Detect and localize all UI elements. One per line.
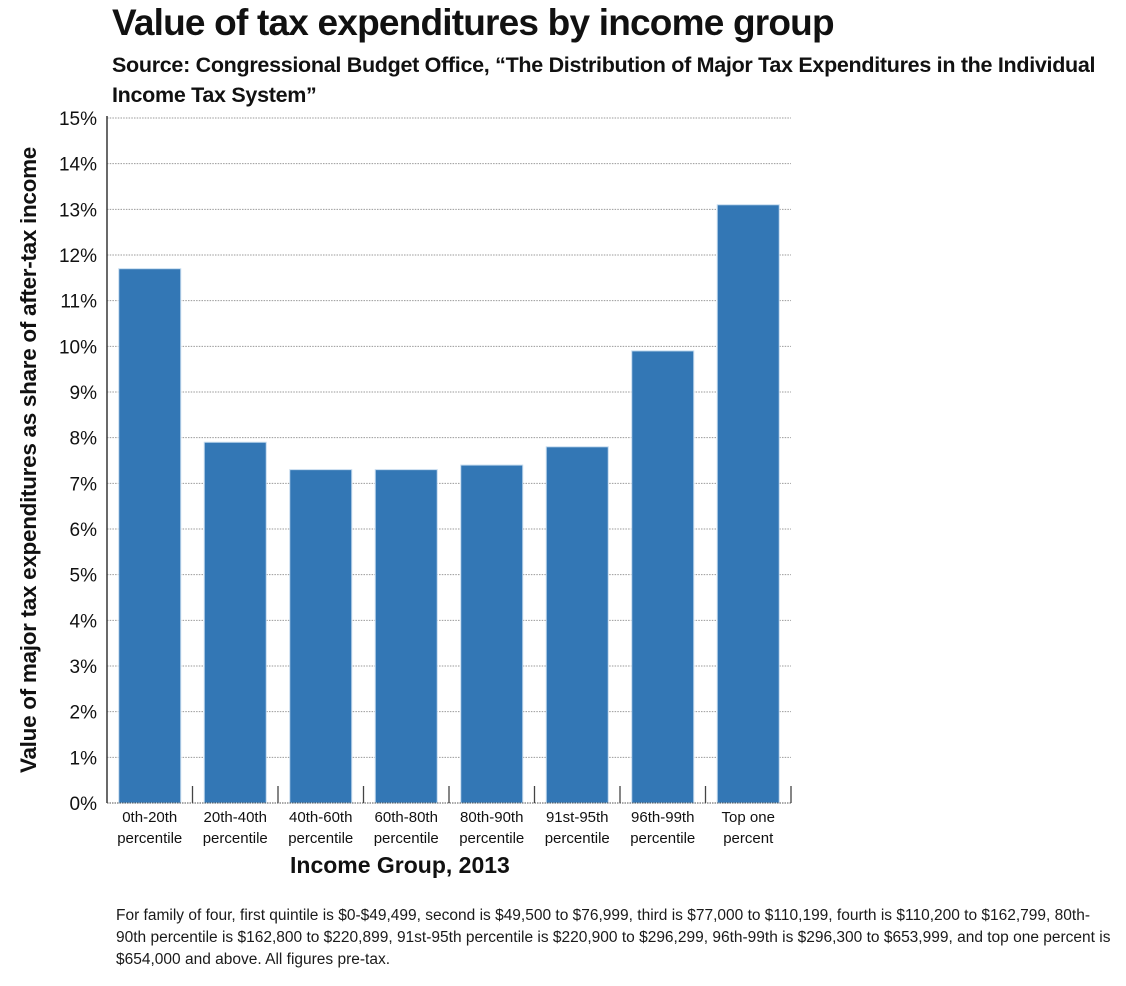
x-tick-label: 40th-60th (289, 809, 352, 826)
x-axis-label: Income Group, 2013 (290, 852, 510, 878)
y-tick-label: 15% (59, 109, 97, 130)
x-tick-label: percentile (459, 830, 524, 847)
x-tick-label: 60th-80th (375, 809, 438, 826)
x-tick-label: percent (723, 830, 774, 847)
x-tick-label: percentile (203, 830, 268, 847)
y-tick-label: 11% (60, 292, 97, 313)
footnote: For family of four, first quintile is $0… (116, 907, 1111, 968)
x-tick-label: 20th-40th (204, 809, 267, 826)
bar (716, 204, 780, 804)
chart-title: Value of tax expenditures by income grou… (112, 2, 835, 43)
x-tick-label: percentile (630, 830, 695, 847)
bar (203, 441, 267, 804)
bar (545, 446, 609, 804)
y-tick-label: 14% (59, 155, 97, 176)
bar (289, 469, 353, 804)
y-tick-label: 7% (70, 474, 98, 495)
x-tick-label: percentile (117, 830, 182, 847)
y-tick-label: 6% (70, 520, 98, 541)
y-tick-label: 0% (70, 794, 98, 815)
y-tick-label: 9% (70, 383, 98, 404)
chart-subtitle: Source: Congressional Budget Office, “Th… (112, 53, 1096, 107)
y-tick-label: 3% (70, 657, 98, 678)
y-tick-label: 2% (70, 703, 98, 724)
x-tick-label: 91st-95th (546, 809, 609, 826)
x-tick-label: 96th-99th (631, 809, 694, 826)
y-tick-label: 13% (59, 200, 97, 221)
bar (631, 350, 695, 804)
y-tick-label: 1% (70, 748, 98, 769)
bar (460, 464, 524, 804)
y-tick-label: 4% (70, 611, 98, 632)
x-tick-label: 0th-20th (122, 809, 177, 826)
x-tick-label: percentile (288, 830, 353, 847)
y-tick-label: 12% (59, 246, 97, 267)
y-tick-label: 10% (59, 337, 97, 358)
x-tick-label: 80th-90th (460, 809, 523, 826)
y-tick-label: 8% (70, 429, 98, 450)
x-tick-label: Top one (722, 809, 775, 826)
y-tick-label: 5% (70, 566, 98, 587)
bar (118, 268, 182, 804)
x-tick-label: percentile (545, 830, 610, 847)
bar (374, 469, 438, 804)
x-tick-label: percentile (374, 830, 439, 847)
